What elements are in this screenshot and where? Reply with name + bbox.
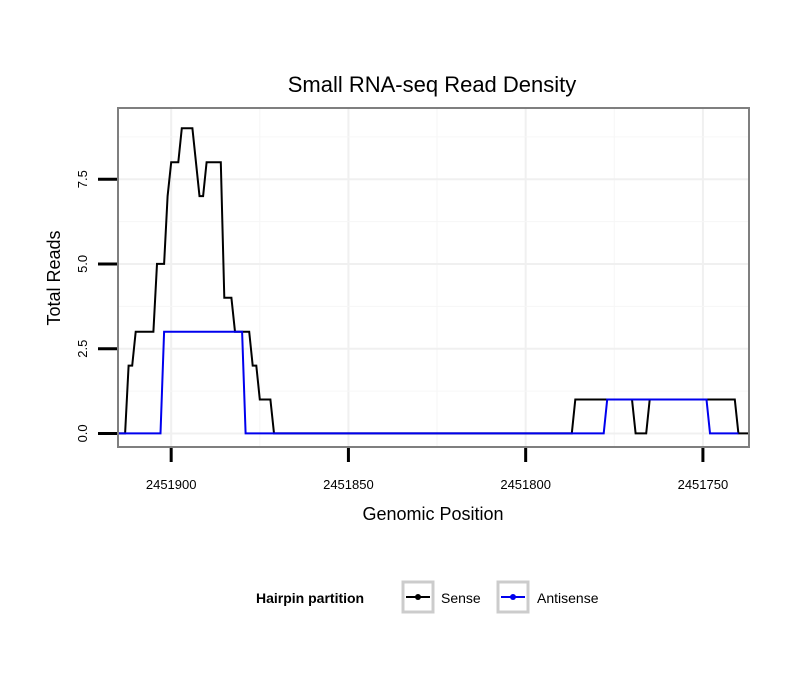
legend-entry-antisense: Antisense <box>496 580 599 614</box>
x-tick-label: 2451800 <box>500 477 551 492</box>
legend-dot-antisense <box>510 594 516 600</box>
legend-title: Hairpin partition <box>256 590 364 606</box>
y-tick-label: 7.5 <box>75 170 90 188</box>
x-tick-label: 2451750 <box>678 477 729 492</box>
y-tick-label: 0.0 <box>75 424 90 442</box>
chart-title: Small RNA-seq Read Density <box>288 72 577 97</box>
legend-dot-sense <box>415 594 421 600</box>
y-tick-label: 2.5 <box>75 340 90 358</box>
x-axis-label: Genomic Position <box>362 504 503 524</box>
x-tick-label: 2451900 <box>146 477 197 492</box>
plot-border <box>117 107 750 448</box>
x-axis: 2451900 2451850 2451800 2451750 <box>146 448 728 492</box>
series-layer <box>118 127 749 435</box>
grid-lines <box>118 108 749 447</box>
plot-panel <box>117 107 750 448</box>
y-tick-label: 5.0 <box>75 255 90 273</box>
plot-background <box>118 108 749 447</box>
series-line-antisense <box>118 330 739 435</box>
legend-entry-sense: Sense <box>401 580 481 614</box>
y-axis-label: Total Reads <box>44 230 64 325</box>
legend-label-antisense: Antisense <box>537 590 599 606</box>
legend-label-sense: Sense <box>441 590 481 606</box>
legend: Hairpin partition Sense Antisense <box>256 580 599 614</box>
y-axis: 0.0 2.5 5.0 7.5 <box>75 170 117 442</box>
x-tick-label: 2451850 <box>323 477 374 492</box>
series-line-sense <box>118 127 749 435</box>
